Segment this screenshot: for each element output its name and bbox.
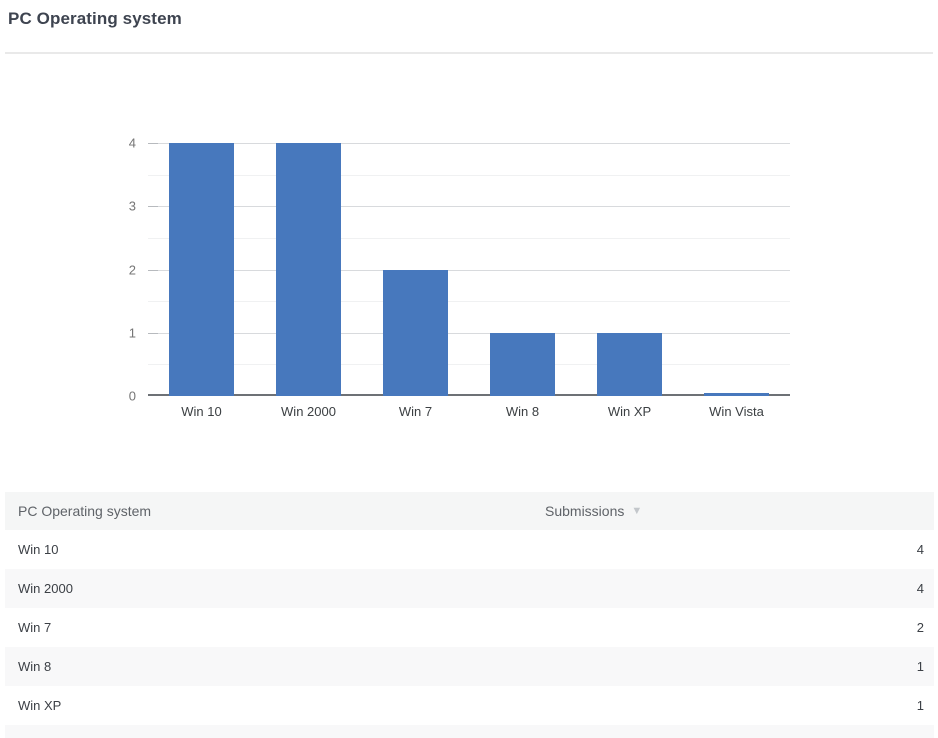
x-axis-baseline xyxy=(148,394,790,396)
axis-tick xyxy=(148,206,158,208)
row-value: 1 xyxy=(916,659,924,674)
chart-bars xyxy=(148,143,790,396)
chart-bar-win-vista xyxy=(704,393,769,396)
chart-bar-win-2000 xyxy=(276,143,341,396)
bar-band xyxy=(576,332,683,396)
axis-tick xyxy=(148,332,158,334)
chart-bar-win-7 xyxy=(383,269,448,396)
row-value: 1 xyxy=(916,698,924,713)
row-label: Win 10 xyxy=(18,542,59,557)
y-axis-tick-label: 2 xyxy=(128,262,136,277)
table-row: Win 8 1 xyxy=(5,647,934,686)
x-axis-category-label: Win Vista xyxy=(709,404,764,419)
table-row: Win 7 2 xyxy=(5,608,934,647)
submissions-header-label: Submissions xyxy=(545,503,625,519)
minor-gridline xyxy=(148,364,790,366)
major-gridline xyxy=(148,206,790,208)
bar-band xyxy=(255,143,362,396)
chart-bar-win-10 xyxy=(169,143,234,396)
y-axis-tick-label: 1 xyxy=(128,325,136,341)
chart-bar-win-xp xyxy=(597,332,662,396)
major-gridline xyxy=(148,269,790,271)
row-label: Win 2000 xyxy=(18,581,73,596)
table-row-partial xyxy=(5,725,934,738)
y-axis-tick-label: 3 xyxy=(128,198,136,214)
table-row: Win XP 1 xyxy=(5,686,934,725)
chart-bar-win-8 xyxy=(490,332,555,396)
axis-tick xyxy=(148,143,158,144)
row-label: Win 7 xyxy=(18,620,52,635)
bar-band xyxy=(362,269,469,396)
table-header-row: PC Operating system Submissions ▼ xyxy=(5,492,934,530)
table-row: Win 2000 4 xyxy=(5,569,934,608)
row-label: Win XP xyxy=(18,698,62,713)
bar-band xyxy=(148,143,255,396)
page-title: PC Operating system xyxy=(8,9,182,28)
row-value: 4 xyxy=(916,581,924,596)
table-header-submissions[interactable]: Submissions ▼ xyxy=(545,503,642,519)
chart-x-axis-labels: Win 10 Win 2000 Win 7 Win 8 Win XP Win Vista xyxy=(148,396,790,419)
row-value: 2 xyxy=(916,620,924,635)
row-label: Win 8 xyxy=(18,659,52,674)
x-axis-category-label: Win XP xyxy=(607,404,652,419)
x-axis-category-label: Win 8 xyxy=(505,404,540,419)
minor-gridline xyxy=(148,301,790,303)
sort-desc-icon[interactable]: ▼ xyxy=(631,504,643,517)
table-row: Win 10 4 xyxy=(5,530,934,569)
bar-band xyxy=(469,332,576,396)
bar-band xyxy=(683,393,790,396)
x-axis-category-label: Win 10 xyxy=(181,404,222,419)
minor-gridline xyxy=(148,174,790,176)
major-gridline xyxy=(148,143,790,144)
major-gridline xyxy=(148,332,790,334)
minor-gridline xyxy=(148,237,790,239)
axis-tick xyxy=(148,269,158,271)
y-axis-tick-label: 0 xyxy=(128,388,136,404)
x-axis-category-label: Win 7 xyxy=(398,404,433,419)
table-body: Win 10 4 Win 2000 4 Win 7 2 Win 8 1 Win XP 1 xyxy=(5,530,934,738)
table-header-question: PC Operating system xyxy=(18,503,152,519)
row-value: 4 xyxy=(916,542,924,557)
results-table: PC Operating system Submissions ▼ Win 10… xyxy=(5,492,934,738)
x-axis-category-label: Win 2000 xyxy=(281,404,336,419)
y-axis-tick-label: 4 xyxy=(128,135,136,151)
title-divider xyxy=(5,52,933,54)
